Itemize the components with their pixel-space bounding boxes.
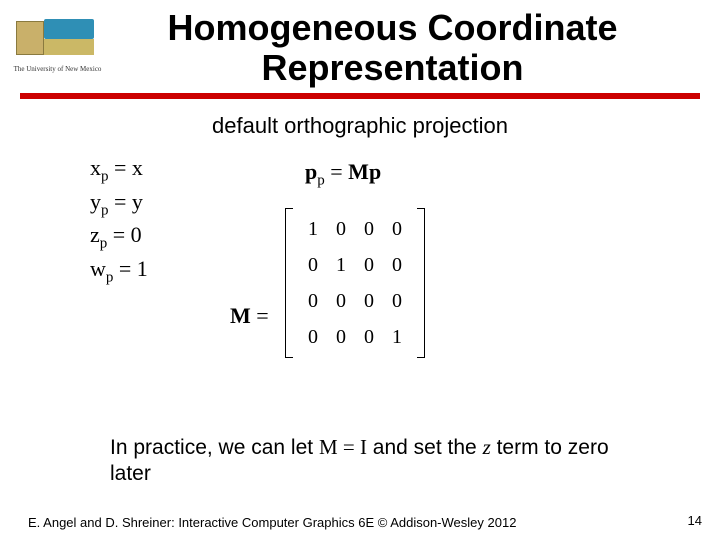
- projection-equations: xp = x yp = y zp = 0 wp = 1: [90, 153, 148, 288]
- matrix-cell: 0: [355, 319, 383, 355]
- matrix-cell: 0: [327, 283, 355, 319]
- matrix-m: 1 0 0 0 0 1 0 0 0 0 0 0 0 0 0 1: [285, 208, 425, 358]
- matrix-cell: 0: [355, 211, 383, 247]
- eq-pp-equals-mp: pp = Mp: [305, 159, 381, 189]
- matrix-cell: 0: [355, 247, 383, 283]
- slide-header: The University of New Mexico Homogeneous…: [0, 0, 720, 87]
- matrix-grid: 1 0 0 0 0 1 0 0 0 0 0 0 0 0 0 1: [293, 209, 417, 357]
- eq-wp: wp = 1: [90, 254, 148, 288]
- matrix-cell: 0: [299, 319, 327, 355]
- matrix-cell: 0: [355, 283, 383, 319]
- matrix-cell: 0: [299, 247, 327, 283]
- eq-zp: zp = 0: [90, 220, 148, 254]
- eq-yp: yp = y: [90, 187, 148, 221]
- matrix-cell: 1: [299, 211, 327, 247]
- matrix-cell: 0: [383, 283, 411, 319]
- matrix-cell: 0: [383, 211, 411, 247]
- matrix-cell: 0: [383, 247, 411, 283]
- footer-credits: E. Angel and D. Shreiner: Interactive Co…: [28, 515, 516, 530]
- matrix-cell: 0: [327, 211, 355, 247]
- matrix-left-bracket: [285, 208, 293, 358]
- title-underline: [20, 93, 700, 99]
- matrix-cell: 0: [327, 319, 355, 355]
- slide-title-line2: Representation: [105, 48, 680, 88]
- university-logo: The University of New Mexico: [10, 13, 105, 83]
- matrix-cell: 1: [383, 319, 411, 355]
- eq-xp: xp = x: [90, 153, 148, 187]
- logo-caption: The University of New Mexico: [10, 65, 105, 73]
- slide-title-line1: Homogeneous Coordinate: [105, 8, 680, 48]
- logo-image: [10, 13, 105, 63]
- matrix-cell: 0: [299, 283, 327, 319]
- page-number: 14: [688, 513, 702, 528]
- title-area: Homogeneous Coordinate Representation: [105, 8, 710, 87]
- subtitle: default orthographic projection: [0, 113, 720, 139]
- content-area: xp = x yp = y zp = 0 wp = 1 pp = Mp M = …: [0, 153, 720, 413]
- practice-note: In practice, we can let M = I and set th…: [110, 434, 630, 488]
- eq-m-equals: M =: [230, 303, 269, 329]
- matrix-right-bracket: [417, 208, 425, 358]
- matrix-cell: 1: [327, 247, 355, 283]
